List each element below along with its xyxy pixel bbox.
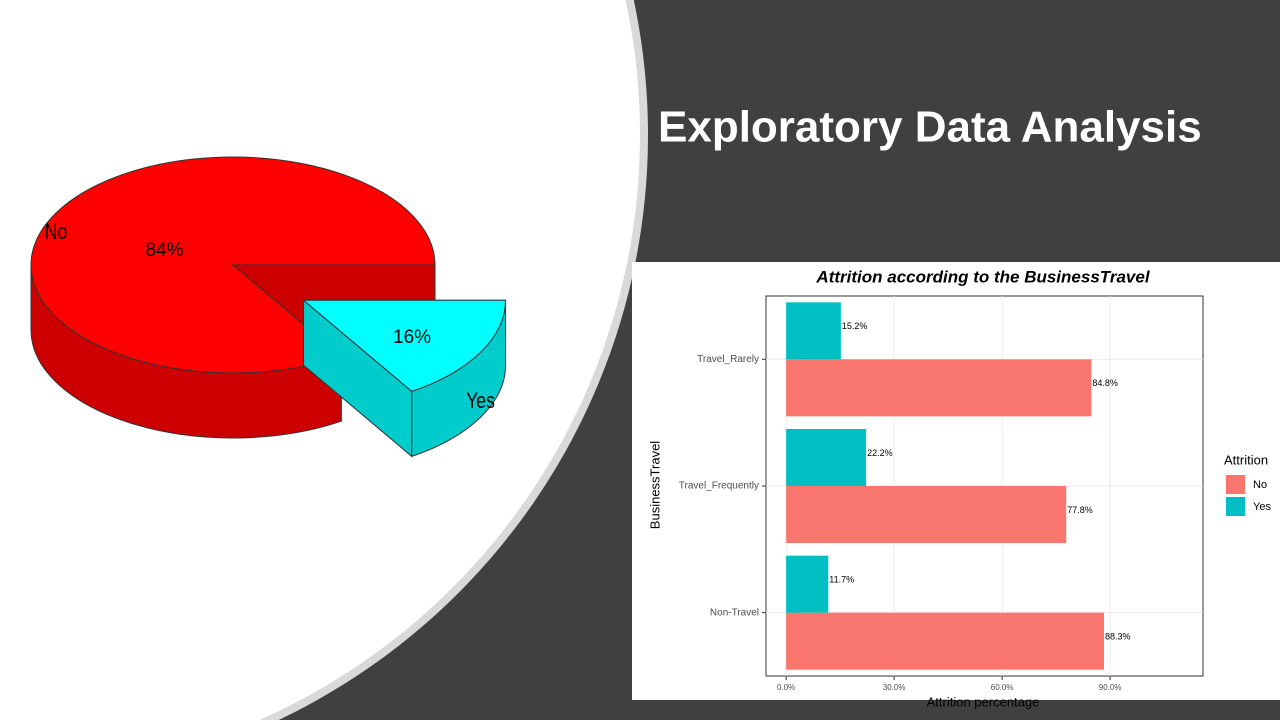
x-tick-label: 30.0% — [883, 683, 906, 692]
y-axis-label: BusinessTravel — [647, 441, 662, 529]
legend-label: No — [1253, 479, 1267, 491]
slice-name-label: Yes — [466, 389, 495, 413]
bar — [786, 359, 1092, 417]
y-tick-label: Travel_Frequently — [679, 481, 759, 492]
bar — [786, 486, 1067, 543]
bar-value-label: 88.3% — [1105, 632, 1131, 642]
bar-value-label: 15.2% — [842, 321, 868, 331]
y-tick-label: Travel_Rarely — [697, 354, 759, 365]
bar-value-label: 22.2% — [867, 448, 893, 458]
y-tick-label: Non-Travel — [710, 607, 759, 618]
bar-value-label: 11.7% — [829, 575, 854, 585]
pie-slice — [302, 299, 507, 392]
legend-title: Attrition — [1224, 452, 1268, 467]
legend-swatch — [1226, 475, 1245, 494]
slice-name-label: No — [45, 220, 67, 244]
legend-swatch — [1226, 497, 1245, 516]
bar — [786, 302, 841, 360]
pie-slice — [30, 156, 436, 374]
bar — [786, 612, 1105, 670]
bar-value-label: 84.8% — [1092, 378, 1118, 388]
x-axis-label: Attrition percentage — [927, 694, 1040, 709]
chart-title: Attrition according to the BusinessTrave… — [815, 267, 1150, 286]
x-tick-label: 60.0% — [991, 683, 1014, 692]
bar — [786, 429, 867, 486]
slice-value-label: 16% — [393, 327, 431, 348]
bar — [786, 555, 829, 613]
legend-label: Yes — [1253, 501, 1271, 513]
slice-value-label: 84% — [145, 240, 183, 261]
bar-value-label: 77.8% — [1067, 505, 1093, 515]
slide-title: Exploratory Data Analysis — [658, 103, 1202, 152]
x-tick-label: 90.0% — [1099, 683, 1122, 692]
x-tick-label: 0.0% — [777, 683, 795, 692]
